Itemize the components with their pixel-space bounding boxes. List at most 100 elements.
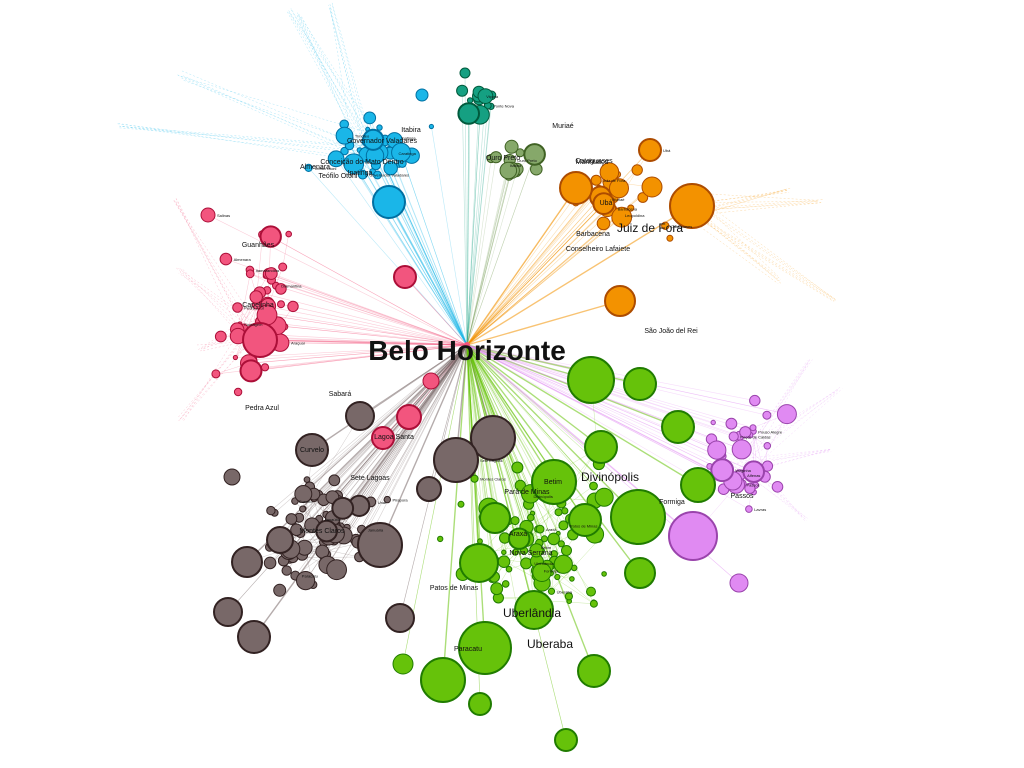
- pink-node[interactable]: [233, 387, 243, 397]
- brown-node[interactable]: [345, 401, 375, 431]
- green-node[interactable]: [520, 557, 533, 570]
- pink-node[interactable]: [393, 265, 417, 289]
- teal-node[interactable]: [456, 84, 469, 97]
- brown-node[interactable]: [285, 513, 298, 525]
- brown-node[interactable]: [266, 526, 294, 554]
- green-node[interactable]: [457, 500, 465, 508]
- green-node[interactable]: [557, 540, 565, 548]
- teal-node[interactable]: [459, 67, 471, 79]
- green-node[interactable]: [577, 654, 611, 688]
- cyan-node[interactable]: [372, 185, 406, 219]
- orange-node[interactable]: [666, 234, 674, 242]
- pink-node[interactable]: [232, 354, 238, 361]
- brown-node[interactable]: [470, 415, 516, 461]
- green-node[interactable]: [547, 587, 556, 595]
- orange-node[interactable]: [604, 285, 636, 317]
- brown-node[interactable]: [331, 496, 355, 520]
- pink-node[interactable]: [278, 262, 288, 272]
- violet-node[interactable]: [776, 404, 797, 425]
- sage-node[interactable]: [523, 143, 546, 166]
- green-node[interactable]: [514, 590, 554, 630]
- violet-node[interactable]: [749, 424, 757, 432]
- brown-node[interactable]: [294, 485, 313, 503]
- orange-node[interactable]: [638, 138, 662, 162]
- violet-node[interactable]: [745, 505, 753, 513]
- green-node[interactable]: [589, 481, 598, 491]
- green-node[interactable]: [547, 532, 561, 546]
- cyan-node[interactable]: [363, 111, 377, 125]
- brown-node[interactable]: [223, 468, 241, 486]
- green-node[interactable]: [586, 586, 596, 597]
- green-node[interactable]: [459, 543, 499, 583]
- teal-node[interactable]: [457, 102, 481, 125]
- pink-node[interactable]: [285, 230, 293, 238]
- teal-node[interactable]: [477, 88, 494, 104]
- green-node[interactable]: [527, 513, 535, 522]
- brown-node[interactable]: [273, 583, 287, 597]
- cyan-node[interactable]: [335, 126, 354, 145]
- brown-node[interactable]: [231, 546, 263, 578]
- brown-node[interactable]: [416, 476, 442, 502]
- orange-node[interactable]: [590, 174, 602, 186]
- brown-node[interactable]: [299, 505, 307, 513]
- green-node[interactable]: [584, 430, 618, 464]
- violet-node[interactable]: [668, 511, 718, 561]
- orange-node[interactable]: [627, 204, 635, 212]
- green-node[interactable]: [501, 549, 507, 555]
- pink-node[interactable]: [232, 302, 243, 313]
- orange-node[interactable]: [599, 162, 620, 182]
- green-node[interactable]: [437, 535, 444, 543]
- cyan-node[interactable]: [327, 150, 345, 168]
- pink-node[interactable]: [260, 363, 270, 372]
- sage-node[interactable]: [489, 151, 503, 164]
- cyan-node[interactable]: [357, 169, 368, 180]
- pink-node[interactable]: [371, 426, 395, 450]
- violet-node[interactable]: [710, 419, 716, 426]
- pink-node[interactable]: [242, 322, 278, 358]
- green-node[interactable]: [505, 565, 513, 573]
- green-node[interactable]: [594, 487, 614, 507]
- pink-node[interactable]: [249, 290, 263, 304]
- violet-node[interactable]: [725, 417, 738, 430]
- pink-node[interactable]: [214, 330, 227, 343]
- green-node[interactable]: [554, 728, 578, 752]
- green-node[interactable]: [567, 356, 615, 404]
- pink-node[interactable]: [277, 300, 285, 309]
- pink-node[interactable]: [259, 225, 282, 248]
- green-node[interactable]: [532, 562, 552, 582]
- cyan-node[interactable]: [304, 163, 313, 172]
- cyan-node[interactable]: [383, 161, 398, 176]
- violet-node[interactable]: [729, 573, 749, 593]
- brown-node[interactable]: [290, 523, 303, 537]
- violet-node[interactable]: [710, 458, 735, 483]
- cyan-node[interactable]: [340, 146, 349, 156]
- pink-node[interactable]: [275, 283, 287, 295]
- brown-node[interactable]: [433, 437, 479, 483]
- green-node[interactable]: [420, 657, 466, 703]
- pink-node[interactable]: [396, 404, 422, 430]
- green-node[interactable]: [470, 474, 479, 483]
- violet-node[interactable]: [771, 481, 784, 493]
- cyan-node[interactable]: [373, 170, 382, 180]
- violet-node[interactable]: [739, 426, 752, 439]
- green-node[interactable]: [610, 489, 666, 545]
- orange-node[interactable]: [609, 178, 629, 199]
- green-node[interactable]: [510, 516, 520, 526]
- violet-node[interactable]: [731, 439, 752, 460]
- green-node[interactable]: [511, 461, 524, 474]
- violet-node[interactable]: [742, 460, 766, 484]
- orange-node[interactable]: [611, 206, 633, 228]
- green-node[interactable]: [589, 599, 598, 608]
- green-node[interactable]: [564, 592, 574, 601]
- brown-node[interactable]: [315, 519, 338, 543]
- orange-node[interactable]: [637, 192, 649, 203]
- orange-node[interactable]: [669, 183, 715, 229]
- brown-node[interactable]: [357, 522, 403, 568]
- sage-node[interactable]: [504, 139, 519, 154]
- cyan-node[interactable]: [428, 123, 434, 130]
- green-node[interactable]: [569, 576, 575, 582]
- sage-node[interactable]: [499, 161, 518, 180]
- brown-node[interactable]: [296, 571, 316, 591]
- orange-node[interactable]: [641, 176, 663, 198]
- green-node[interactable]: [561, 545, 572, 556]
